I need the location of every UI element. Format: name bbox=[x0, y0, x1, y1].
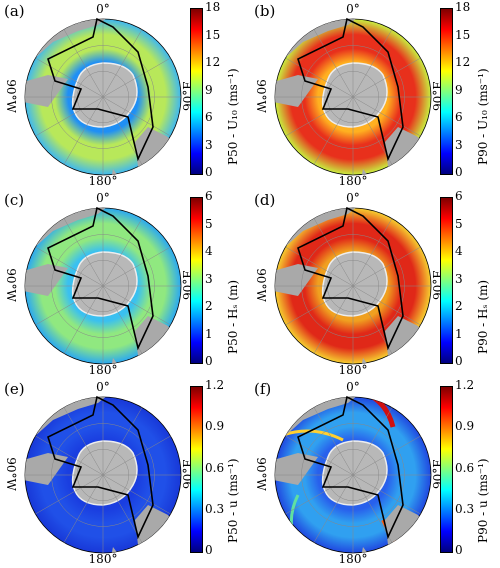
colorbar bbox=[190, 386, 203, 553]
colorbar-tick-label: 6 bbox=[455, 110, 463, 124]
colorbar-tick-label: 1.2 bbox=[205, 378, 225, 392]
panel-b: (b) 0° 180° 90°W 90°E 18 15 12 9 6 3 0 P90 - U₁₀ (ms… bbox=[250, 0, 500, 189]
meridian-90w-label: 90°W bbox=[253, 268, 268, 302]
voyage-track bbox=[297, 395, 404, 540]
meridian-180-label: 180° bbox=[88, 363, 118, 377]
voyage-track bbox=[297, 17, 404, 162]
colorbar-label: P50 - U₁₀ (ms⁻¹) bbox=[226, 68, 240, 165]
panel-label: (f) bbox=[254, 380, 272, 398]
panel-label: (a) bbox=[4, 2, 25, 20]
colorbar-tick-label: 0 bbox=[455, 165, 463, 179]
colorbar-label: P90 - u (ms⁻¹) bbox=[476, 458, 490, 543]
meridian-90w-label: 90°W bbox=[253, 79, 268, 113]
colorbar-label: P90 - Hₛ (m) bbox=[476, 279, 490, 354]
polar-map bbox=[274, 206, 432, 365]
voyage-track bbox=[297, 206, 404, 351]
colorbar-tick-label: 0.9 bbox=[455, 419, 475, 434]
panel-d: (d) 0° 180° 90°W 90°E 6 5 4 3 2 1 0 P90 - Hₛ (m) bbox=[250, 189, 500, 378]
colorbar-tick-label: 0.3 bbox=[205, 501, 225, 516]
colorbar-tick-label: 0.6 bbox=[205, 460, 225, 475]
colorbar-tick-label: 4 bbox=[455, 244, 463, 258]
colorbar-tick-label: 0.3 bbox=[455, 501, 475, 516]
meridian-180-label: 180° bbox=[338, 174, 368, 188]
meridian-180-label: 180° bbox=[88, 174, 118, 188]
colorbar-tick-label: 3 bbox=[205, 137, 213, 152]
colorbar-tick-label: 0 bbox=[455, 354, 463, 368]
colorbar-tick-label: 1 bbox=[205, 326, 213, 341]
colorbar-tick-label: 0.6 bbox=[455, 460, 475, 475]
colorbar-tick-label: 0 bbox=[205, 165, 213, 179]
land-south-america bbox=[25, 453, 68, 485]
colorbar-tick-label: 3 bbox=[455, 137, 463, 152]
colorbar bbox=[190, 8, 203, 175]
colorbar-tick-label: 12 bbox=[205, 55, 221, 69]
colorbar bbox=[190, 197, 203, 364]
meridian-0-label: 0° bbox=[346, 2, 360, 16]
colorbar-tick-label: 1.2 bbox=[455, 378, 475, 392]
voyage-track bbox=[47, 17, 154, 162]
meridian-90w-label: 90°W bbox=[253, 457, 268, 491]
colorbar bbox=[440, 386, 453, 553]
meridian-0-label: 0° bbox=[346, 380, 360, 394]
colorbar-tick-label: 12 bbox=[455, 55, 471, 69]
colorbar-tick-label: 5 bbox=[205, 216, 213, 231]
land-south-america bbox=[25, 264, 68, 296]
meridian-90w-label: 90°W bbox=[3, 457, 18, 491]
colorbar-tick-label: 6 bbox=[205, 189, 213, 203]
panel-a: (a) 0° 180° 90°W 90°E 18 15 12 9 6 3 0 P50 - U₁₀ (ms… bbox=[0, 0, 250, 189]
polar-map bbox=[24, 206, 182, 365]
colorbar-tick-label: 9 bbox=[455, 82, 463, 97]
land-south-america bbox=[275, 75, 318, 107]
colorbar bbox=[440, 197, 453, 364]
polar-map bbox=[274, 17, 432, 176]
panel-c: (c) 0° 180° 90°W 90°E 6 5 4 3 2 1 0 P50 - Hₛ (m) bbox=[0, 189, 250, 378]
polar-map bbox=[24, 395, 182, 554]
colorbar-tick-label: 18 bbox=[455, 0, 471, 14]
panel-f: (f) 0° 180° 90°W 90°E 1.2 0.9 0.6 0.3 0 P90 - u (m… bbox=[250, 378, 500, 567]
panel-label: (d) bbox=[254, 191, 276, 209]
colorbar-tick-label: 0.9 bbox=[205, 419, 225, 434]
meridian-0-label: 0° bbox=[96, 380, 110, 394]
meridian-90w-label: 90°W bbox=[3, 268, 18, 302]
panel-label: (b) bbox=[254, 2, 276, 20]
meridian-180-label: 180° bbox=[88, 552, 118, 566]
land-south-america bbox=[25, 75, 68, 107]
panel-label: (e) bbox=[4, 380, 25, 398]
colorbar-tick-label: 18 bbox=[205, 0, 221, 14]
meridian-0-label: 0° bbox=[96, 2, 110, 16]
colorbar-tick-label: 4 bbox=[205, 244, 213, 258]
colorbar-tick-label: 2 bbox=[455, 299, 463, 313]
land-south-america bbox=[275, 453, 318, 485]
colorbar-tick-label: 15 bbox=[205, 27, 221, 42]
colorbar-label: P90 - U₁₀ (ms⁻¹) bbox=[476, 68, 490, 165]
voyage-track bbox=[47, 395, 154, 540]
colorbar-tick-label: 3 bbox=[455, 271, 463, 286]
colorbar-tick-label: 5 bbox=[455, 216, 463, 231]
meridian-0-label: 0° bbox=[346, 191, 360, 205]
meridian-180-label: 180° bbox=[338, 363, 368, 377]
colorbar-tick-label: 1 bbox=[455, 326, 463, 341]
polar-map bbox=[274, 395, 432, 554]
colorbar-tick-label: 2 bbox=[205, 299, 213, 313]
colorbar-tick-label: 0 bbox=[205, 543, 213, 557]
meridian-90w-label: 90°W bbox=[3, 79, 18, 113]
land-south-america bbox=[275, 264, 318, 296]
colorbar bbox=[440, 8, 453, 175]
colorbar-tick-label: 3 bbox=[205, 271, 213, 286]
panel-label: (c) bbox=[4, 191, 25, 209]
colorbar-tick-label: 0 bbox=[205, 354, 213, 368]
voyage-track bbox=[47, 206, 154, 351]
panel-e: (e) 0° 180° 90°W 90°E 1.2 0.9 0.6 0.3 0 P50 - u (m… bbox=[0, 378, 250, 567]
polar-map bbox=[24, 17, 182, 176]
meridian-180-label: 180° bbox=[338, 552, 368, 566]
colorbar-tick-label: 9 bbox=[205, 82, 213, 97]
colorbar-tick-label: 6 bbox=[455, 189, 463, 203]
colorbar-tick-label: 0 bbox=[455, 543, 463, 557]
colorbar-label: P50 - u (ms⁻¹) bbox=[226, 458, 240, 543]
meridian-0-label: 0° bbox=[96, 191, 110, 205]
colorbar-tick-label: 6 bbox=[205, 110, 213, 124]
colorbar-tick-label: 15 bbox=[455, 27, 471, 42]
colorbar-label: P50 - Hₛ (m) bbox=[226, 279, 240, 354]
